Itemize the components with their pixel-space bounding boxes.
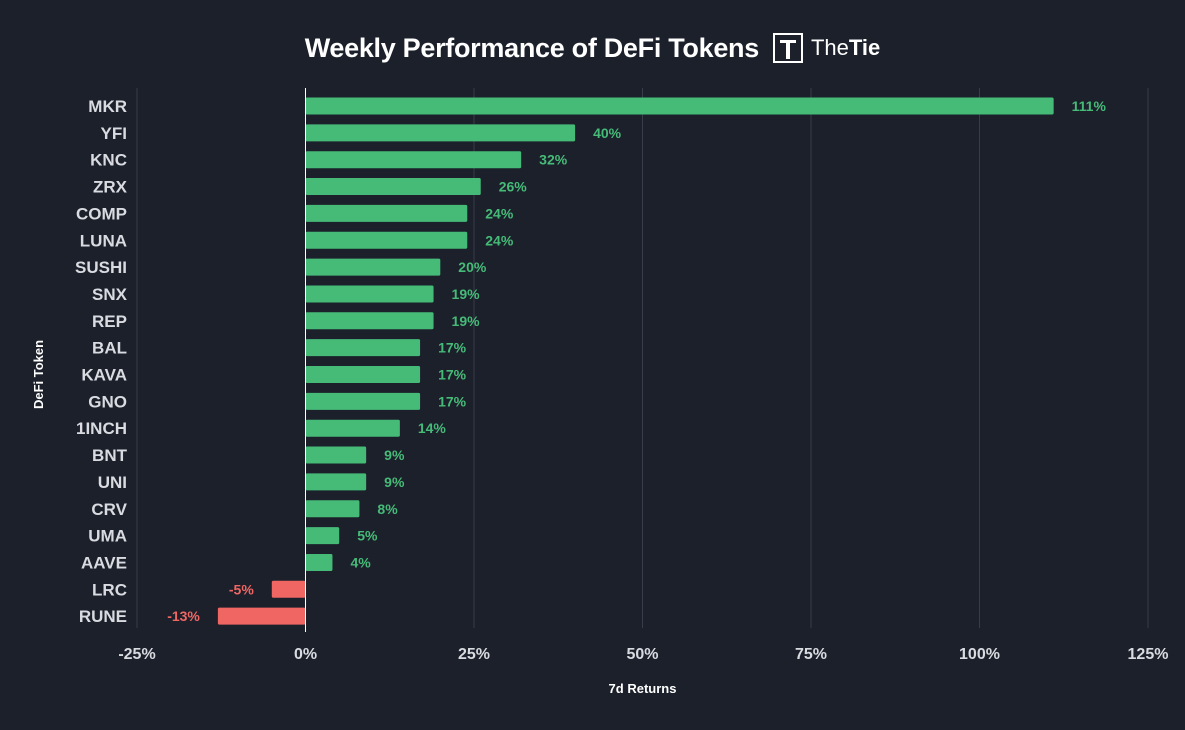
value-label-crv: 8% [377,501,398,517]
thetie-logo: TheTie [772,33,881,63]
bar-rep [305,312,434,330]
bar-uma [305,527,340,545]
value-label-uni: 9% [384,474,405,490]
x-tick-label: 75% [795,646,827,663]
value-label-snx: 19% [452,286,481,302]
value-label-sushi: 20% [458,259,487,275]
category-label-uni: UNI [98,473,127,492]
category-label-rune: RUNE [79,607,127,626]
bar-luna [305,231,468,249]
value-label-lrc: -5% [229,581,254,597]
bar-snx [305,285,434,303]
thetie-logo-icon [772,33,803,63]
x-tick-label: 100% [959,646,1000,663]
bar-bnt [305,446,367,464]
category-label-mkr: MKR [88,97,127,116]
value-label-uma: 5% [357,528,378,544]
category-label-yfi: YFI [101,124,127,143]
bar-aave [305,553,333,571]
category-label-aave: AAVE [81,553,127,572]
thetie-logo-text: TheTie [810,35,881,60]
category-label-1inch: 1INCH [76,419,127,438]
value-label-rune: -13% [167,608,200,624]
value-label-mkr: 111% [1072,98,1107,114]
value-label-gno: 17% [438,393,467,409]
value-label-kava: 17% [438,367,467,383]
value-label-bnt: 9% [384,447,405,463]
value-label-luna: 24% [485,232,514,248]
x-tick-label: 125% [1128,646,1169,663]
x-axis-ticks: -25% 0% 25% 50% 75% 100% 125% [118,646,1168,663]
value-label-zrx: 26% [499,179,528,195]
value-label-1inch: 14% [418,420,447,436]
category-label-rep: REP [92,312,127,331]
category-label-bal: BAL [92,339,127,358]
category-label-uma: UMA [88,527,127,546]
bar-yfi [305,124,576,142]
x-tick-label: 25% [458,646,490,663]
category-label-knc: KNC [90,151,127,170]
value-label-knc: 32% [539,152,568,168]
bar-sushi [305,258,441,276]
category-label-gno: GNO [88,392,127,411]
x-tick-label: 0% [294,646,317,663]
chart-header: Weekly Performance of DeFi Tokens TheTie [0,28,1185,68]
x-tick-label: 50% [626,646,658,663]
value-label-aave: 4% [350,554,371,570]
bars [217,97,1054,625]
value-label-rep: 19% [452,313,481,329]
category-labels: MKR YFI KNC ZRX COMP LUNA SUSHI SNX REP BAL KAVA GN… [75,97,128,626]
bar-mkr [305,97,1054,115]
value-label-comp: 24% [485,205,514,221]
x-axis-title: 7d Returns [609,681,677,696]
bar-crv [305,500,360,518]
category-label-crv: CRV [91,500,127,519]
bar-uni [305,473,367,491]
category-label-sushi: SUSHI [75,258,127,277]
bar-bal [305,339,421,357]
category-label-comp: COMP [76,204,127,223]
value-labels: 111% 40% 32% 26% 24% 24% 20% 19% 19% 17% 17% 17% 14%… [167,98,1106,624]
grid-lines [136,88,1149,628]
bar-rune [217,607,306,625]
category-label-zrx: ZRX [93,178,128,197]
bar-gno [305,392,421,410]
value-label-yfi: 40% [593,125,622,141]
chart-title: Weekly Performance of DeFi Tokens [304,32,760,63]
bar-1inch [305,419,400,437]
category-label-bnt: BNT [92,446,128,465]
x-tick-label: -25% [118,646,155,663]
category-label-kava: KAVA [81,366,127,385]
bar-comp [305,204,468,222]
value-label-bal: 17% [438,340,467,356]
bar-lrc [271,580,306,598]
bar-zrx [305,178,481,196]
bar-kava [305,366,421,383]
bar-knc [305,151,522,169]
category-label-lrc: LRC [92,580,127,599]
y-axis-title: DeFi Token [31,340,46,409]
category-label-snx: SNX [92,285,128,304]
category-label-luna: LUNA [80,231,127,250]
